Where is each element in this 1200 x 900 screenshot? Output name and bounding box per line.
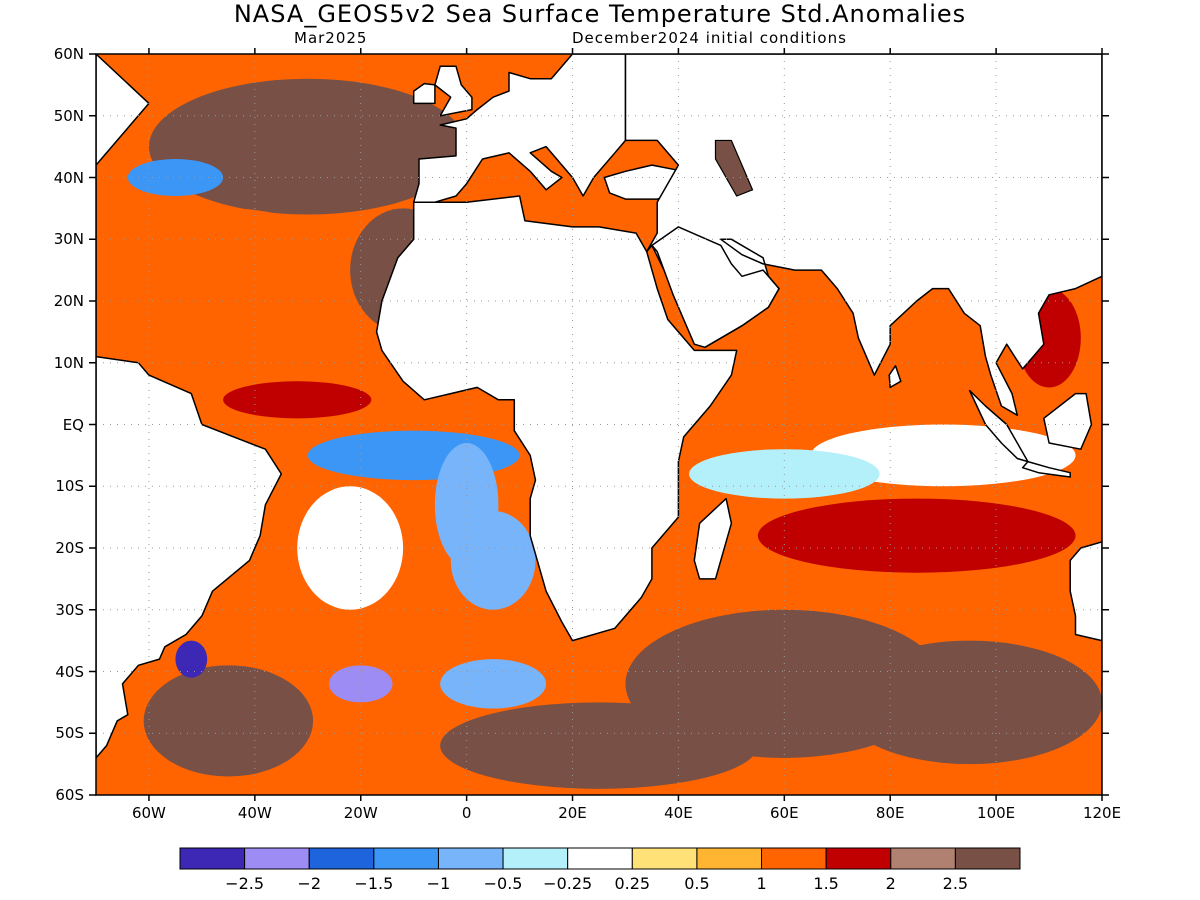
lat-label: 20S xyxy=(55,539,84,557)
anomaly-region xyxy=(127,158,224,197)
lon-label: 60E xyxy=(770,804,799,822)
land-africa xyxy=(375,195,738,642)
lon-label: 40E xyxy=(664,804,693,822)
colorbar-swatch xyxy=(502,847,569,870)
anomaly-region xyxy=(148,78,467,215)
colorbar-swatch xyxy=(696,847,763,870)
colorbar-swatch xyxy=(825,847,892,870)
lat-label: 30S xyxy=(55,600,84,619)
lat-label: 50N xyxy=(53,106,84,125)
land-australia xyxy=(1069,541,1102,642)
anomaly-region xyxy=(440,659,547,709)
land-borneo xyxy=(1043,392,1093,450)
anomaly-region xyxy=(689,449,880,499)
colorbar-label: 2.5 xyxy=(942,874,969,893)
land-north-america xyxy=(96,54,150,358)
colorbar-label: −0.25 xyxy=(543,874,593,893)
lat-label: 60S xyxy=(55,786,84,804)
colorbar-label: 0.5 xyxy=(684,874,710,893)
forecast-month: Mar2025 xyxy=(294,29,368,47)
land-masses xyxy=(96,54,1102,759)
colorbar-swatch xyxy=(179,847,246,870)
lat-label: 10S xyxy=(55,477,84,496)
anomaly-region xyxy=(757,498,1076,573)
lat-label: 40S xyxy=(55,662,84,681)
colorbar-swatch xyxy=(890,847,956,870)
land-europe xyxy=(412,54,627,203)
lon-label: 20W xyxy=(343,804,378,822)
colorbar-swatch xyxy=(954,847,1021,870)
lon-label: 20E xyxy=(558,804,587,822)
colorbar-swatch xyxy=(373,847,439,870)
colorbar xyxy=(179,847,1021,870)
colorbar-label: 0.25 xyxy=(614,874,651,893)
lat-label: 30N xyxy=(53,230,84,249)
anomaly-region xyxy=(450,510,536,610)
anomaly-region xyxy=(837,640,1102,765)
colorbar-swatch xyxy=(567,847,633,870)
colorbar-label: 1 xyxy=(756,874,767,893)
colorbar-label: −0.5 xyxy=(483,874,523,893)
initial-conditions: December2024 initial conditions xyxy=(572,29,847,47)
lat-label: 60N xyxy=(53,45,84,63)
land-arabia xyxy=(651,226,780,349)
lon-label: 120E xyxy=(1082,804,1122,822)
colorbar-label: −2 xyxy=(297,874,322,893)
lat-label: 10N xyxy=(53,353,84,372)
colorbar-label: −2.5 xyxy=(225,874,265,893)
colorbar-label: 2 xyxy=(885,874,896,893)
anomaly-region xyxy=(752,325,838,400)
lat-label: 40N xyxy=(53,168,84,187)
colorbar-swatch xyxy=(761,847,827,870)
colorbar-swatch xyxy=(631,847,698,870)
land-madagascar xyxy=(693,497,733,580)
anomaly-region xyxy=(297,486,404,610)
colorbar-swatch xyxy=(308,847,375,870)
map-title: NASA_GEOS5v2 Sea Surface Temperature Std… xyxy=(233,0,967,28)
anomaly-region xyxy=(143,665,314,777)
lat-label: 50S xyxy=(55,724,84,743)
anomaly-region xyxy=(111,208,345,332)
lon-label: 80E xyxy=(875,804,905,822)
lat-label: 20N xyxy=(53,292,84,310)
anomaly-region xyxy=(328,665,393,703)
land-britain xyxy=(434,65,473,117)
lon-label: 0 xyxy=(461,804,472,822)
colorbar-swatch xyxy=(437,847,504,870)
anomaly-region xyxy=(175,640,208,678)
caspian-sea xyxy=(714,139,754,197)
anomaly-region xyxy=(223,381,372,419)
lon-label: 40W xyxy=(237,804,272,822)
land-sumatra xyxy=(968,389,1029,463)
colorbar-label: −1.5 xyxy=(354,874,394,893)
land-java xyxy=(1021,460,1071,478)
lon-label: 100E xyxy=(977,804,1016,822)
lat-label: EQ xyxy=(62,415,84,434)
axis-ticks xyxy=(89,48,1109,801)
land-south-america xyxy=(96,355,283,759)
land-sri-lanka xyxy=(888,365,902,389)
colorbar-label: −1 xyxy=(426,874,451,893)
anomaly-region xyxy=(900,307,965,394)
lon-label: 60W xyxy=(131,804,166,822)
colorbar-swatch xyxy=(244,847,310,870)
land-ireland xyxy=(412,82,436,105)
colorbar-label: 1.5 xyxy=(813,874,839,893)
